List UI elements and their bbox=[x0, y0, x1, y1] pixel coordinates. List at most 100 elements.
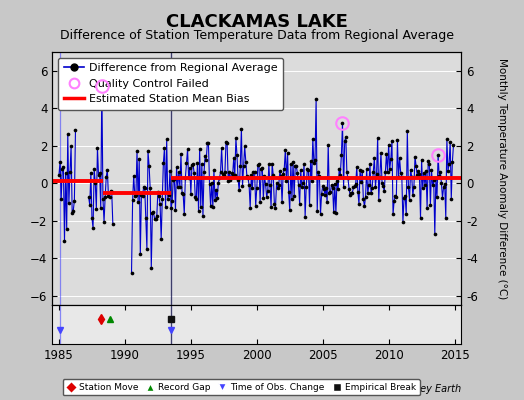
Point bbox=[182, 160, 191, 166]
Point bbox=[366, 161, 374, 168]
Point bbox=[342, 134, 350, 140]
Point bbox=[358, 168, 366, 174]
Point bbox=[309, 136, 317, 142]
Point bbox=[381, 169, 389, 175]
Point bbox=[320, 186, 328, 192]
Point bbox=[420, 170, 428, 176]
Point bbox=[269, 172, 277, 179]
Point bbox=[364, 190, 372, 197]
Point bbox=[245, 182, 253, 188]
Point bbox=[304, 167, 313, 173]
Point bbox=[185, 165, 194, 172]
Point bbox=[67, 143, 75, 150]
Point bbox=[90, 166, 99, 172]
Point bbox=[302, 184, 310, 190]
Point bbox=[426, 202, 434, 208]
Point bbox=[398, 174, 406, 180]
Point bbox=[100, 218, 108, 225]
Point bbox=[329, 184, 337, 191]
Point bbox=[396, 155, 404, 162]
Point bbox=[157, 236, 166, 243]
Point bbox=[335, 166, 343, 172]
Point bbox=[254, 162, 262, 168]
Point bbox=[370, 155, 378, 161]
Point bbox=[386, 166, 394, 173]
Point bbox=[101, 194, 110, 200]
Point bbox=[272, 180, 281, 187]
Point bbox=[308, 178, 316, 184]
Point bbox=[391, 192, 399, 199]
Legend: Difference from Regional Average, Quality Control Failed, Estimated Station Mean: Difference from Regional Average, Qualit… bbox=[58, 58, 283, 110]
Point bbox=[286, 207, 294, 214]
Point bbox=[69, 208, 78, 214]
Point bbox=[252, 202, 260, 209]
Point bbox=[220, 171, 228, 178]
Point bbox=[354, 189, 362, 195]
Point bbox=[330, 209, 338, 216]
Point bbox=[340, 184, 348, 190]
Point bbox=[246, 204, 254, 211]
Point bbox=[162, 136, 171, 143]
Point bbox=[94, 172, 103, 179]
Point bbox=[213, 195, 222, 202]
Point bbox=[388, 138, 396, 144]
Point bbox=[96, 204, 105, 211]
Point bbox=[93, 144, 102, 151]
Point bbox=[276, 168, 284, 174]
Point bbox=[307, 158, 315, 164]
Point bbox=[300, 161, 308, 168]
Point bbox=[325, 190, 333, 196]
Point bbox=[333, 178, 341, 184]
Point bbox=[402, 211, 410, 217]
Point bbox=[270, 201, 279, 207]
Point bbox=[256, 198, 264, 205]
Point bbox=[382, 150, 390, 157]
Point bbox=[89, 225, 97, 232]
Point bbox=[190, 170, 199, 176]
Point bbox=[149, 209, 158, 215]
Point bbox=[235, 187, 243, 194]
Point bbox=[365, 182, 373, 188]
Point bbox=[159, 160, 168, 166]
Point bbox=[84, 194, 93, 200]
Point bbox=[234, 177, 242, 183]
Point bbox=[130, 192, 139, 199]
Point bbox=[399, 219, 407, 226]
Point bbox=[362, 194, 370, 200]
Point bbox=[253, 185, 261, 192]
Point bbox=[446, 138, 454, 145]
Point bbox=[217, 145, 226, 152]
Point bbox=[193, 160, 202, 166]
Point bbox=[331, 180, 339, 187]
Text: Difference of Station Temperature Data from Regional Average: Difference of Station Temperature Data f… bbox=[60, 30, 454, 42]
Point bbox=[419, 185, 427, 192]
Point bbox=[393, 137, 401, 144]
Point bbox=[249, 169, 258, 176]
Point bbox=[223, 140, 231, 146]
Point bbox=[339, 120, 347, 126]
Point bbox=[289, 158, 297, 165]
Point bbox=[260, 173, 269, 180]
Point bbox=[132, 192, 140, 198]
Point bbox=[202, 156, 211, 163]
Point bbox=[353, 164, 361, 170]
Point bbox=[392, 194, 400, 200]
Point bbox=[181, 175, 190, 181]
Point bbox=[221, 169, 229, 175]
Point bbox=[350, 184, 358, 190]
Point bbox=[431, 231, 439, 237]
Point bbox=[146, 185, 155, 192]
Point bbox=[312, 96, 320, 102]
Point bbox=[357, 179, 365, 186]
Point bbox=[243, 173, 251, 180]
Point bbox=[303, 166, 312, 172]
Point bbox=[323, 198, 331, 205]
Point bbox=[232, 135, 240, 142]
Point bbox=[287, 161, 295, 167]
Point bbox=[285, 189, 293, 195]
Point bbox=[379, 182, 387, 189]
Point bbox=[230, 155, 238, 162]
Point bbox=[440, 184, 448, 191]
Point bbox=[151, 216, 160, 222]
Point bbox=[206, 203, 215, 210]
